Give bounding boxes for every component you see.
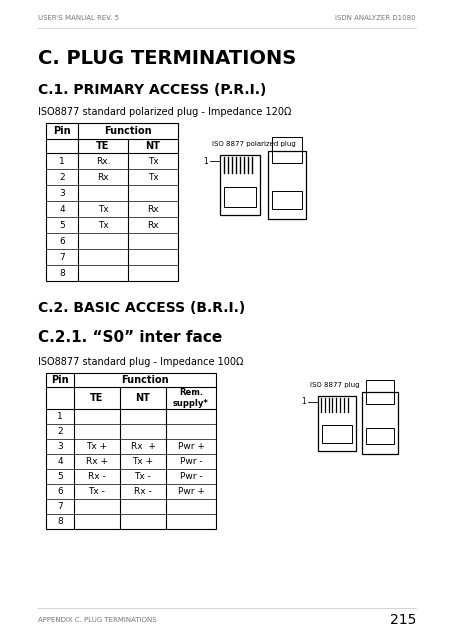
Text: Pwr +: Pwr + <box>178 442 204 451</box>
Text: 1: 1 <box>203 157 208 166</box>
Text: 1: 1 <box>59 157 65 166</box>
Text: Pwr +: Pwr + <box>178 487 204 496</box>
Text: TE: TE <box>96 141 110 151</box>
Text: ISO 8877 plug: ISO 8877 plug <box>310 382 360 388</box>
Text: C.2. BASIC ACCESS (B.R.I.): C.2. BASIC ACCESS (B.R.I.) <box>38 301 245 315</box>
Text: USER'S MANUAL REV. 5: USER'S MANUAL REV. 5 <box>38 15 119 21</box>
Bar <box>268 151 306 219</box>
Text: Tx +: Tx + <box>133 457 153 466</box>
Text: Tx -: Tx - <box>134 472 152 481</box>
Text: ISDN ANALYZER D1080: ISDN ANALYZER D1080 <box>336 15 416 21</box>
Text: 2: 2 <box>59 173 65 182</box>
Text: 3: 3 <box>59 189 65 198</box>
Text: Rx: Rx <box>147 205 159 214</box>
Text: 1: 1 <box>301 397 306 406</box>
Bar <box>322 425 352 443</box>
Text: 7: 7 <box>57 502 63 511</box>
Text: Rx: Rx <box>97 173 109 182</box>
Text: 2: 2 <box>57 427 63 436</box>
Text: 215: 215 <box>390 613 416 627</box>
Text: 4: 4 <box>57 457 63 466</box>
Text: Function: Function <box>104 126 152 136</box>
Text: Tx: Tx <box>98 221 109 230</box>
Text: 1: 1 <box>57 412 63 421</box>
Text: 8: 8 <box>57 517 63 526</box>
Bar <box>362 392 398 454</box>
Text: NT: NT <box>136 393 150 403</box>
Text: ISO8877 standard plug - Impedance 100Ω: ISO8877 standard plug - Impedance 100Ω <box>38 357 243 367</box>
Text: APPENDIX C. PLUG TERMINATIONS: APPENDIX C. PLUG TERMINATIONS <box>38 617 157 623</box>
Bar <box>46 123 178 281</box>
Bar <box>272 191 302 209</box>
Text: C.2.1. “S0” inter face: C.2.1. “S0” inter face <box>38 330 222 346</box>
Bar <box>46 373 216 529</box>
Text: 4: 4 <box>59 205 65 214</box>
Bar <box>366 428 394 444</box>
Text: Pwr -: Pwr - <box>180 472 202 481</box>
Text: 7: 7 <box>59 253 65 262</box>
Text: Rx +: Rx + <box>86 457 108 466</box>
Bar <box>224 187 256 207</box>
Text: Pwr -: Pwr - <box>180 457 202 466</box>
Text: Rem.
supply*: Rem. supply* <box>173 388 209 408</box>
Text: C. PLUG TERMINATIONS: C. PLUG TERMINATIONS <box>38 49 296 67</box>
Bar <box>220 155 260 215</box>
Bar <box>318 396 356 451</box>
Bar <box>272 137 302 163</box>
Text: Rx  +: Rx + <box>131 442 155 451</box>
Bar <box>366 380 394 404</box>
Text: Rx.: Rx. <box>96 157 110 166</box>
Text: 6: 6 <box>59 237 65 246</box>
Text: Pin: Pin <box>53 126 71 136</box>
Text: Tx: Tx <box>148 157 158 166</box>
Text: C.1. PRIMARY ACCESS (P.R.I.): C.1. PRIMARY ACCESS (P.R.I.) <box>38 83 266 97</box>
Text: Function: Function <box>121 375 169 385</box>
Text: ISO 8877 polarized plug: ISO 8877 polarized plug <box>212 141 296 147</box>
Text: Tx: Tx <box>98 205 109 214</box>
Text: Rx: Rx <box>147 221 159 230</box>
Text: Rx -: Rx - <box>134 487 152 496</box>
Text: 6: 6 <box>57 487 63 496</box>
Text: 5: 5 <box>57 472 63 481</box>
Text: ISO8877 standard polarized plug - Impedance 120Ω: ISO8877 standard polarized plug - Impeda… <box>38 107 291 117</box>
Text: NT: NT <box>146 141 160 151</box>
Text: Rx -: Rx - <box>88 472 106 481</box>
Text: Tx: Tx <box>148 173 158 182</box>
Text: 8: 8 <box>59 269 65 278</box>
Text: Tx +: Tx + <box>86 442 108 451</box>
Text: 5: 5 <box>59 221 65 230</box>
Text: Pin: Pin <box>51 375 69 385</box>
Text: TE: TE <box>90 393 104 403</box>
Text: 3: 3 <box>57 442 63 451</box>
Text: Tx -: Tx - <box>89 487 105 496</box>
